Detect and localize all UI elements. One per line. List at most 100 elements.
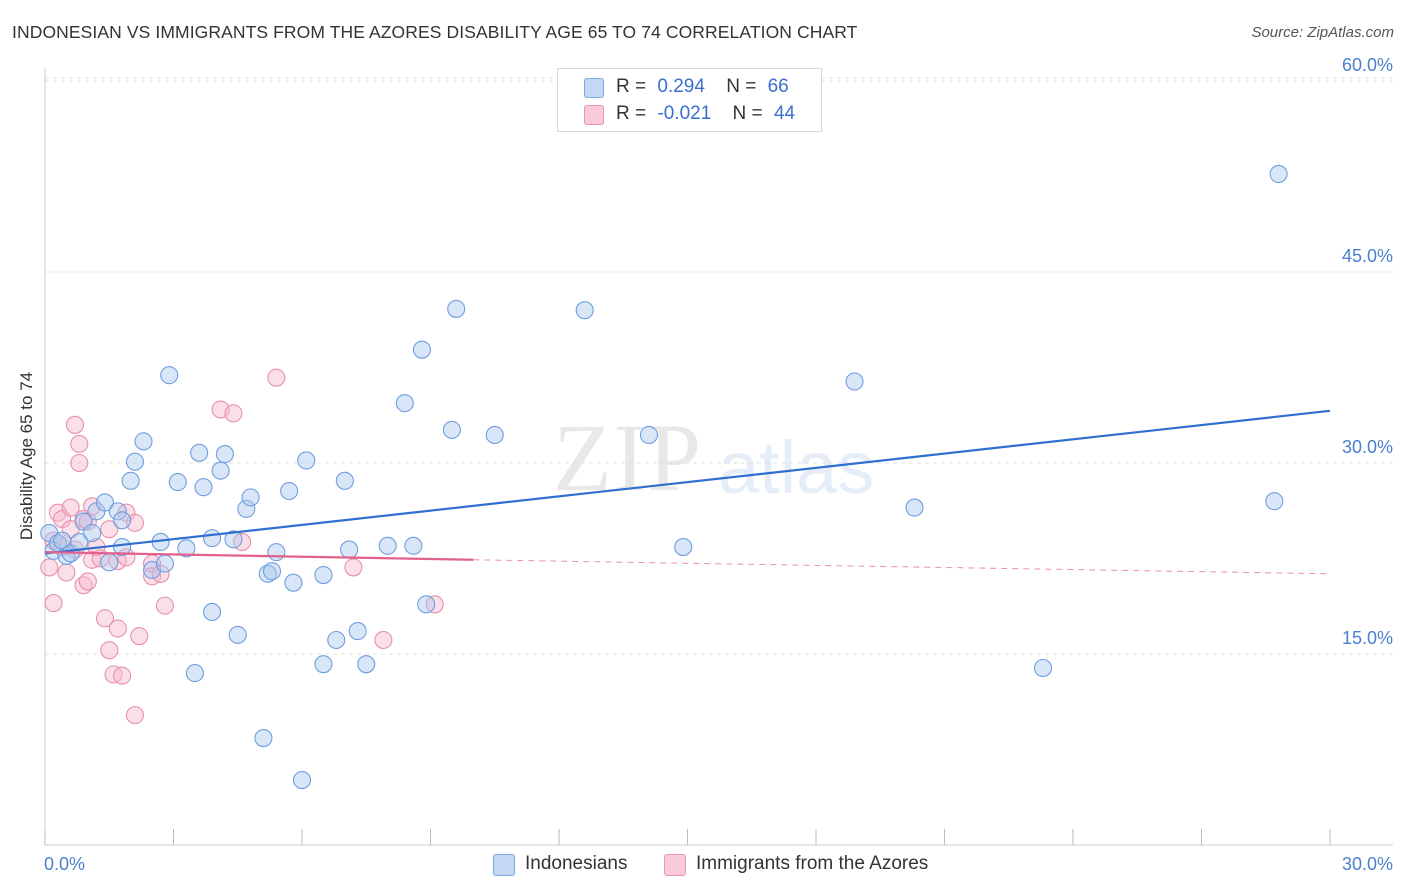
point-azores [100,641,119,660]
correlation-legend: R = 0.294 N = 66 R = -0.021 N = 44 [557,68,822,132]
point-azores [130,627,149,646]
point-indonesians [845,372,864,391]
point-indonesians [348,622,367,641]
point-indonesians [121,471,140,490]
legend-swatch-azores [584,105,604,125]
trend-line-azores-extension [473,559,1331,575]
watermark-zip: ZIP [553,404,703,511]
point-indonesians [485,425,504,445]
point-indonesians [134,432,153,451]
point-azores [78,572,97,591]
point-indonesians [417,595,436,614]
point-azores [108,619,127,638]
point-indonesians [575,301,594,320]
y-axis-label: Disability Age 65 to 74 [17,372,36,540]
point-indonesians [237,499,256,518]
watermark-atlas: atlas [718,426,875,509]
point-azores [40,558,59,577]
point-indonesians [297,451,316,470]
point-indonesians [267,543,286,562]
point-azores [113,666,132,685]
x-tick-label: 0.0% [44,854,85,874]
point-indonesians [1033,658,1053,678]
bottom-legend-label-azores: Immigrants from the Azores [696,853,929,874]
point-indonesians [241,488,260,507]
legend-n-value-azores: 44 [773,103,796,124]
point-indonesians [262,562,282,581]
legend-r-label: R = [616,76,647,97]
point-azores [61,498,80,517]
point-azores [57,563,76,582]
y-tick-label: 45.0% [1342,246,1393,266]
point-indonesians [1265,492,1284,511]
point-indonesians [404,536,423,555]
point-indonesians [1269,164,1288,184]
trend-lines [44,409,1331,575]
point-indonesians [335,471,354,490]
point-indonesians [378,536,397,555]
x-tick-label: 30.0% [1342,854,1393,874]
point-indonesians [95,493,115,512]
point-indonesians [83,523,102,543]
series-azores-points [40,368,444,725]
legend-r-label: R = [616,103,647,124]
point-indonesians [228,625,247,644]
trend-line-azores [44,551,474,561]
tick-labels: 15.0% 30.0% 45.0% 60.0% 0.0% 30.0% [44,55,1393,874]
point-indonesians [113,511,132,530]
point-azores [70,434,89,453]
point-indonesians [224,530,243,549]
bottom-legend-label-indonesians: Indonesians [525,853,628,874]
point-indonesians [314,655,333,674]
y-tick-label: 15.0% [1342,628,1393,648]
point-indonesians [155,554,174,573]
point-indonesians [168,473,187,492]
point-indonesians [357,655,376,674]
point-indonesians [292,771,312,790]
point-indonesians [215,445,234,464]
legend-n-value-indonesians: 66 [767,76,789,97]
legend-swatch-indonesians [584,78,604,98]
axes [44,68,1393,846]
point-azores [344,558,363,577]
point-indonesians [108,502,127,521]
point-indonesians [177,539,196,558]
legend-r-value-azores: -0.021 [657,103,712,124]
point-indonesians [327,630,346,650]
point-indonesians [280,481,299,501]
point-indonesians [190,443,209,462]
gridlines [45,77,1393,655]
chart-title: INDONESIAN VS IMMIGRANTS FROM THE AZORES… [12,22,858,42]
point-azores [267,368,286,387]
point-indonesians [284,573,303,592]
point-indonesians [395,394,414,413]
source-label: Source: ZipAtlas.com [1251,24,1394,41]
point-indonesians [340,540,359,559]
y-tick-label: 60.0% [1342,55,1393,75]
trend-line-indonesians [44,409,1331,555]
legend-n-label: N = [732,103,763,124]
legend-n-label: N = [726,76,757,97]
bottom-legend-swatch-azores [664,854,686,876]
point-indonesians [203,602,222,622]
point-azores [70,453,89,473]
point-indonesians [447,299,466,318]
point-azores [44,594,63,613]
point-indonesians [113,537,132,557]
legend-r-value-indonesians: 0.294 [657,76,705,97]
point-indonesians [905,498,924,517]
point-indonesians [674,537,693,557]
point-indonesians [203,529,222,548]
series-indonesians-points [40,164,1288,790]
point-indonesians [442,420,461,439]
point-indonesians [314,566,333,585]
point-indonesians [194,478,213,497]
bottom-legend-swatch-indonesians [493,854,515,876]
point-azores [125,706,144,725]
point-azores [374,630,393,650]
point-indonesians [211,461,230,480]
point-indonesians [125,452,144,471]
point-indonesians [254,728,273,748]
point-indonesians [160,366,179,385]
